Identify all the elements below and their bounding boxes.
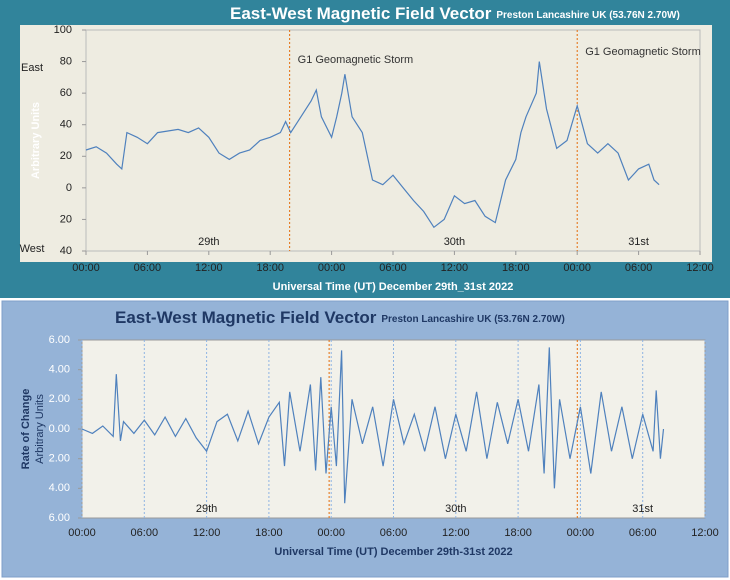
x-tick-label: 12:00 — [686, 262, 714, 274]
west-label: West — [20, 243, 45, 255]
subtitle-text: Preston Lancashire UK (53.76N 2.70W) — [496, 10, 679, 21]
y-tick-label: 0.00 — [49, 423, 70, 435]
x-tick-label: 12:00 — [195, 262, 223, 274]
y-tick-label: 40 — [60, 245, 72, 257]
x-tick-label: 00:00 — [318, 262, 346, 274]
x-tick-label: 00:00 — [72, 262, 100, 274]
x-tick-label: 06:00 — [131, 527, 159, 539]
day-label: 30th — [445, 503, 466, 515]
x-tick-label: 06:00 — [134, 262, 162, 274]
x-tick-label: 12:00 — [442, 527, 470, 539]
x-tick-label: 06:00 — [380, 527, 408, 539]
x-tick-label: 06:00 — [379, 262, 407, 274]
subtitle-text: Preston Lancashire UK (53.76N 2.70W) — [381, 314, 564, 325]
day-label: 31st — [628, 236, 649, 248]
day-label: 30th — [444, 236, 465, 248]
day-label: 29th — [198, 236, 219, 248]
storm-label: G1 Geomagnetic Storm — [585, 46, 701, 58]
title-text: East-West Magnetic Field Vector — [115, 308, 377, 327]
x-tick-label: 18:00 — [256, 262, 284, 274]
x-tick-label: 12:00 — [193, 527, 221, 539]
y-tick-label: 20 — [60, 150, 72, 162]
title-text: East-West Magnetic Field Vector — [230, 4, 492, 23]
day-label: 29th — [196, 503, 217, 515]
y-tick-label: 60 — [60, 87, 72, 99]
y-tick-label: 2.00 — [49, 393, 70, 405]
data-line — [81, 347, 665, 504]
y-tick-label: 80 — [60, 55, 72, 67]
east-label: East — [21, 62, 43, 74]
y-tick-label: 40 — [60, 119, 72, 131]
x-tick-label: 00:00 — [567, 527, 595, 539]
x-tick-label: 06:00 — [629, 527, 657, 539]
y-axis-sublabel: Arbitrary Units — [34, 394, 46, 464]
storm-label: G1 Geomagnetic Storm — [298, 54, 414, 66]
y-tick-label: 20 — [60, 213, 72, 225]
x-tick-label: 18:00 — [502, 262, 530, 274]
chart-title: East-West Magnetic Field Vector Preston L… — [230, 4, 680, 23]
x-tick-label: 18:00 — [255, 527, 283, 539]
x-tick-label: 00:00 — [563, 262, 591, 274]
x-tick-label: 12:00 — [691, 527, 719, 539]
chart-title: East-West Magnetic Field Vector Preston L… — [115, 308, 565, 327]
x-axis-label: Universal Time (UT) December 29th_31st 2… — [273, 281, 514, 293]
y-axis-label: Arbitrary Units — [30, 102, 42, 179]
y-axis-label: Rate of Change — [20, 389, 32, 470]
y-tick-label: 0 — [66, 182, 72, 194]
y-tick-label: 4.00 — [49, 364, 70, 376]
y-tick-label: 100 — [54, 24, 72, 36]
x-axis-label: Universal Time (UT) December 29th-31st 2… — [274, 546, 512, 558]
top-plot-background — [20, 25, 712, 262]
y-tick-label: 2.00 — [49, 453, 70, 465]
x-tick-label: 00:00 — [317, 527, 345, 539]
y-tick-label: 6.00 — [49, 334, 70, 346]
y-tick-label: 6.00 — [49, 512, 70, 524]
data-line — [85, 61, 660, 229]
x-tick-label: 06:00 — [625, 262, 653, 274]
x-tick-label: 18:00 — [504, 527, 532, 539]
y-tick-label: 4.00 — [49, 482, 70, 494]
day-label: 31st — [632, 503, 653, 515]
x-tick-label: 12:00 — [441, 262, 469, 274]
x-tick-label: 00:00 — [68, 527, 96, 539]
